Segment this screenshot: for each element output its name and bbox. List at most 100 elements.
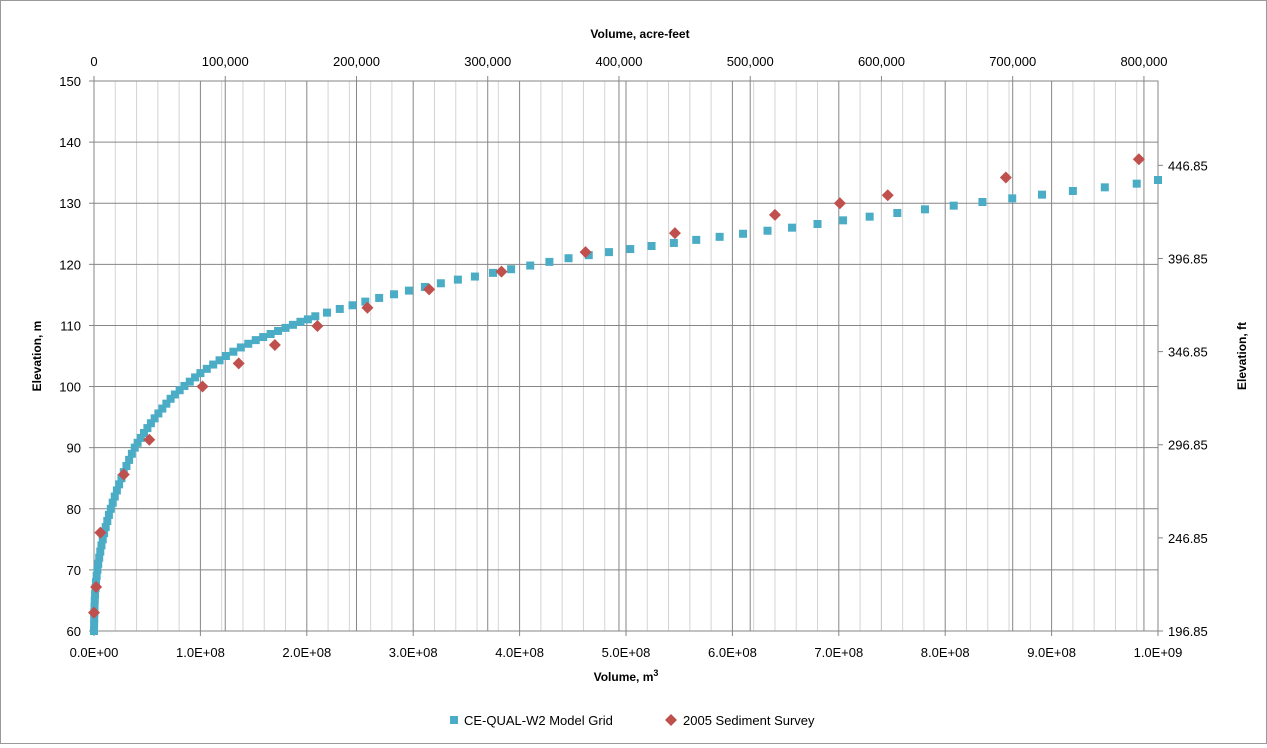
model-grid-point xyxy=(185,377,194,386)
sediment-survey-point xyxy=(196,380,209,393)
y-tick-label: 60 xyxy=(67,624,81,639)
legend: CE-QUAL-W2 Model Grid 2005 Sediment Surv… xyxy=(450,713,815,728)
model-grid-point xyxy=(215,356,224,365)
bottom-axis-title-text: Volume, m xyxy=(594,670,654,684)
bottom-axis-title: Volume, m3 xyxy=(594,668,659,684)
model-grid-point xyxy=(90,627,98,635)
x-tick-label: 5.0E+08 xyxy=(602,645,651,660)
model-grid-point xyxy=(90,620,99,629)
bottom-axis-title-superscript: 3 xyxy=(653,668,658,678)
sediment-survey-point xyxy=(1132,153,1145,166)
model-grid-point xyxy=(865,212,874,221)
model-grid-point xyxy=(146,419,155,428)
model-grid-point xyxy=(175,386,184,395)
legend-label-sediment-survey: 2005 Sediment Survey xyxy=(683,713,815,728)
model-grid-point xyxy=(166,394,175,403)
sediment-survey-point xyxy=(833,197,846,210)
grid xyxy=(93,80,1159,632)
sediment-survey-point xyxy=(999,171,1012,184)
model-grid-point xyxy=(266,330,275,338)
sediment-survey-point xyxy=(579,246,592,259)
sediment-survey-point xyxy=(232,357,245,370)
model-grid-point xyxy=(90,596,99,605)
model-grid-point xyxy=(170,390,179,399)
sediment-survey-point xyxy=(88,606,100,619)
x2-tick-label: 400,000 xyxy=(595,54,642,69)
x2-tick-label: 0 xyxy=(90,54,97,69)
model-grid-point xyxy=(251,336,260,345)
model-grid-point xyxy=(390,290,399,299)
model-grid-point xyxy=(143,424,152,433)
legend-marker-model-grid xyxy=(450,716,458,724)
sediment-survey-point xyxy=(117,468,130,481)
axis-ticks: 0.0E+00 1.0E+08 2.0E+08 3.0E+08 4.0E+08 5.0E+… xyxy=(59,54,1207,660)
model-grid-point xyxy=(839,216,848,225)
model-grid-point xyxy=(296,317,305,326)
model-grid-point xyxy=(103,517,112,525)
model-grid-point xyxy=(787,223,796,232)
model-grid-point xyxy=(564,254,573,263)
model-grid-point xyxy=(209,360,218,369)
x-tick-label: 0.0E+00 xyxy=(70,645,119,660)
model-grid-point xyxy=(108,498,117,507)
x2-tick-label: 700,000 xyxy=(989,54,1036,69)
model-grid-point xyxy=(361,297,370,306)
model-grid-point xyxy=(893,209,902,217)
model-grid-point xyxy=(739,229,748,238)
y-tick-label: 150 xyxy=(59,74,81,89)
model-grid-point xyxy=(244,339,253,348)
y-tick-label: 80 xyxy=(67,502,81,517)
y-tick-label: 100 xyxy=(59,380,81,395)
model-grid-point xyxy=(584,251,593,260)
x-tick-label: 7.0E+08 xyxy=(814,645,863,660)
model-grid-point xyxy=(453,275,462,284)
model-grid-point xyxy=(112,486,121,495)
sediment-survey-point xyxy=(423,283,436,296)
model-grid-point xyxy=(122,462,131,470)
model-grid-point xyxy=(545,257,554,266)
model-grid-point xyxy=(133,438,142,447)
x-tick-label: 4.0E+08 xyxy=(495,645,544,660)
model-grid-point xyxy=(348,301,357,310)
model-grid-point xyxy=(978,198,987,206)
model-grid-point xyxy=(158,404,167,413)
model-grid-point xyxy=(127,449,136,458)
x-tick-label: 2.0E+08 xyxy=(282,645,331,660)
model-grid-point xyxy=(221,352,230,360)
x-tick-label: 6.0E+08 xyxy=(708,645,757,660)
x2-tick-label: 500,000 xyxy=(727,54,774,69)
model-grid-point xyxy=(669,238,678,247)
x2-tick-label: 100,000 xyxy=(202,54,249,69)
y2-tick-label: 396.85 xyxy=(1168,251,1208,266)
y-tick-label: 120 xyxy=(59,257,81,272)
legend-marker-sediment-survey xyxy=(665,714,677,726)
y2-tick-label: 346.85 xyxy=(1168,345,1208,360)
x2-tick-label: 800,000 xyxy=(1120,54,1167,69)
model-grid-point xyxy=(1154,176,1162,184)
model-grid-point xyxy=(125,455,134,464)
y2-tick-label: 446.85 xyxy=(1168,158,1208,173)
data-series xyxy=(88,153,1162,635)
model-grid-point xyxy=(91,590,100,599)
model-grid-point xyxy=(150,414,159,423)
model-grid-point xyxy=(375,293,384,302)
x-tick-label: 9.0E+08 xyxy=(1027,645,1076,660)
model-grid-point xyxy=(813,220,822,228)
model-grid-point xyxy=(97,541,106,550)
model-grid-point xyxy=(626,245,635,254)
sediment-survey-point xyxy=(881,189,894,202)
sediment-survey-point xyxy=(268,339,281,351)
model-grid-point xyxy=(281,323,290,332)
model-grid-point xyxy=(191,373,200,382)
model-grid-point xyxy=(95,553,104,562)
model-grid-point xyxy=(949,201,958,210)
model-grid-point xyxy=(96,547,105,556)
left-axis-title: Elevation, m xyxy=(30,321,44,392)
model-grid-point xyxy=(436,279,445,288)
model-grid-point xyxy=(1008,194,1017,203)
model-grid-point xyxy=(1100,183,1109,192)
y-tick-label: 70 xyxy=(67,563,81,578)
model-grid-point xyxy=(90,614,99,623)
